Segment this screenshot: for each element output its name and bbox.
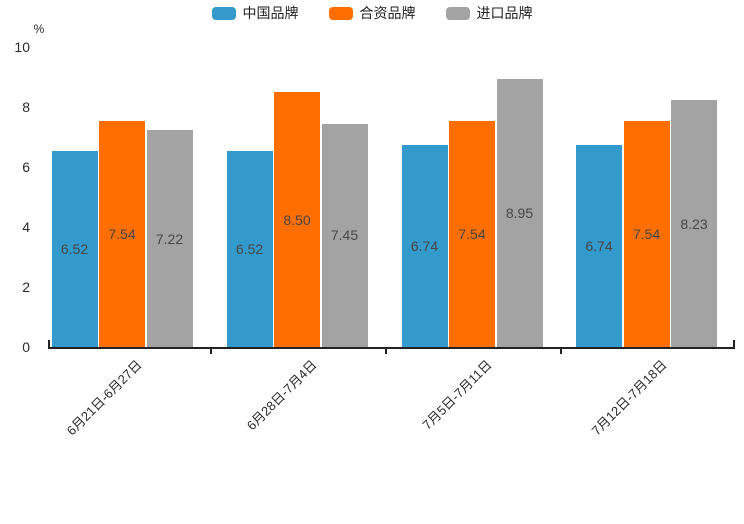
- bar-value-label: 7.54: [458, 225, 486, 242]
- bar-value-label: 7.45: [330, 227, 359, 244]
- legend-item-0[interactable]: 中国品牌: [211, 5, 299, 21]
- y-tick-label: 4: [22, 219, 30, 235]
- bar-group: 6.74 7.54 8.95: [401, 47, 543, 347]
- legend-label: 进口品牌: [476, 5, 533, 21]
- legend-item-1[interactable]: 合资品牌: [328, 5, 416, 21]
- bar-value-label: 7.22: [155, 230, 184, 247]
- bar-合资品牌: 8.50: [274, 92, 320, 347]
- bar-value-label: 6.74: [410, 237, 439, 254]
- bar-value-label: 7.54: [632, 225, 661, 242]
- legend-item-2[interactable]: 进口品牌: [445, 5, 533, 21]
- bar-value-label: 6.74: [585, 237, 613, 254]
- bar-group: 6.52 7.54 7.22: [51, 47, 193, 347]
- y-tick-label: 6: [22, 159, 30, 175]
- legend-label: 合资品牌: [359, 5, 416, 21]
- bar-合资品牌: 7.54: [449, 120, 495, 347]
- bar-合资品牌: 7.54: [99, 120, 145, 347]
- bar-value-label: 6.52: [235, 241, 264, 258]
- bar-value-label: 8.23: [680, 215, 708, 232]
- bar-chart: 中国品牌 合资品牌 进口品牌 % 0 2 4 6 8 10 6.52 7.54 7.22 6.52 8…: [0, 6, 744, 439]
- y-tick-label: 10: [14, 39, 30, 55]
- x-axis-tick: [384, 349, 387, 354]
- legend: 中国品牌 合资品牌 进口品牌: [0, 6, 744, 20]
- bar-进口品牌: 8.95: [496, 78, 543, 347]
- bar-中国品牌: 6.52: [51, 151, 98, 347]
- bar-value-label: 8.50: [283, 211, 311, 228]
- x-axis-label: 6月21日-6月27日: [63, 357, 145, 439]
- bar-中国品牌: 6.74: [576, 144, 622, 347]
- bar-value-label: 8.95: [505, 204, 534, 221]
- bar-group: 6.52 8.50 7.45: [226, 47, 368, 347]
- legend-label: 中国品牌: [242, 5, 299, 21]
- bar-进口品牌: 7.22: [146, 130, 193, 347]
- y-tick-label: 8: [22, 99, 30, 115]
- bar-中国品牌: 6.74: [401, 144, 448, 347]
- legend-marker-icon: [445, 6, 470, 20]
- x-axis-tick: [559, 349, 562, 354]
- y-tick-label: 2: [22, 279, 30, 295]
- bar-进口品牌: 7.45: [321, 123, 368, 347]
- bar-中国品牌: 6.52: [226, 151, 273, 347]
- x-axis-label: 7月5日-7月11日: [419, 357, 495, 433]
- legend-marker-icon: [328, 6, 353, 20]
- y-axis-unit: %: [33, 22, 45, 36]
- x-axis-end-tick: [733, 340, 735, 347]
- bar-value-label: 6.52: [60, 241, 89, 258]
- x-axis-label: 6月28日-7月4日: [243, 357, 320, 434]
- bar-value-label: 7.54: [108, 225, 136, 242]
- legend-marker-icon: [211, 6, 236, 20]
- bar-合资品牌: 7.54: [623, 120, 670, 347]
- bar-group: 6.74 7.54 8.23: [576, 47, 717, 347]
- x-axis-tick: [209, 349, 212, 354]
- bar-进口品牌: 8.23: [671, 100, 717, 347]
- x-axis-end-tick: [48, 340, 50, 347]
- x-axis-line: [48, 347, 735, 349]
- x-axis-label: 7月12日-7月18日: [588, 357, 670, 439]
- y-tick-label: 0: [22, 339, 30, 355]
